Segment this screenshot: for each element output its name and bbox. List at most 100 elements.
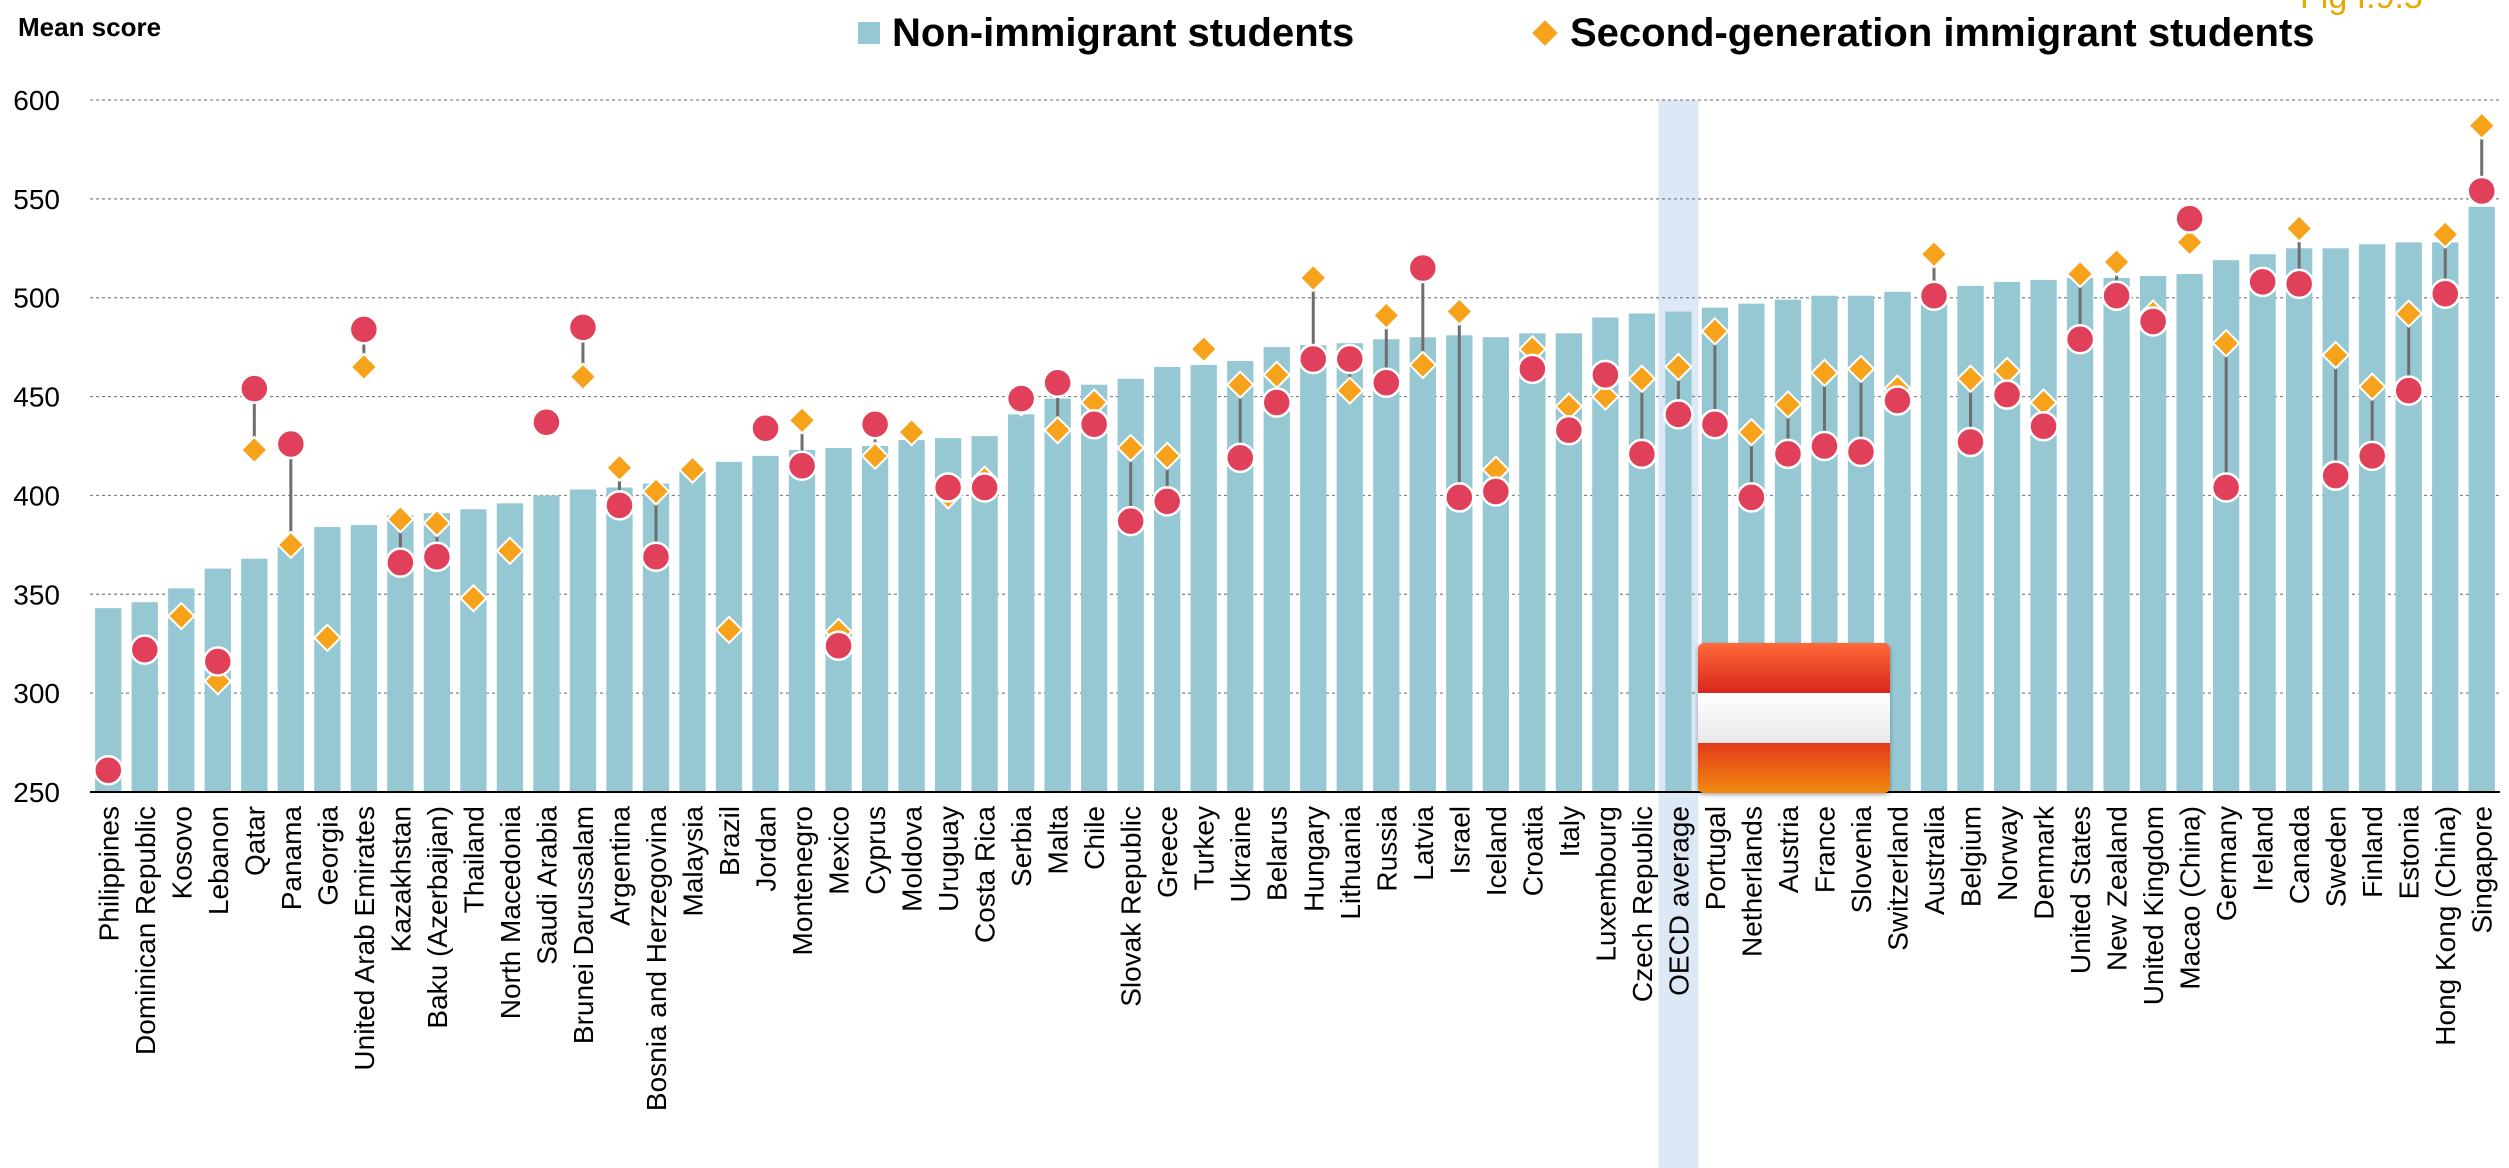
x-tick-label: Cyprus (860, 806, 891, 895)
first-generation-marker (2283, 268, 2315, 300)
first-generation-marker (2028, 410, 2059, 442)
first-generation-marker (1918, 280, 1950, 311)
x-tick-label: Moldova (897, 806, 928, 912)
first-generation-marker (2064, 323, 2096, 355)
second-generation-marker (495, 536, 525, 566)
legend-item-second-generation: Second-generation immigrant students (1532, 6, 2315, 60)
second-generation-marker (2467, 111, 2497, 141)
first-generation-marker (2101, 280, 2132, 311)
second-generation-marker (1700, 316, 1730, 346)
first-generation-marker (2320, 460, 2351, 491)
bar (2176, 273, 2203, 792)
second-generation-marker (1335, 376, 1365, 406)
x-tick-label: Bosnia and Herzegovina (641, 806, 672, 1112)
second-generation-marker (2321, 340, 2351, 370)
second-generation-marker (641, 477, 671, 506)
first-generation-marker (1480, 476, 1512, 507)
second-generation-marker (1189, 334, 1219, 364)
second-generation-marker (166, 601, 196, 631)
bar (2249, 254, 2276, 792)
second-generation-marker (1116, 433, 1146, 463)
bar (861, 446, 889, 792)
bar (1920, 287, 1948, 792)
second-generation-marker (568, 362, 598, 392)
first-generation-marker (1991, 379, 2023, 410)
second-generation-marker (1043, 415, 1073, 445)
first-generation-marker (786, 450, 818, 482)
bar (1482, 337, 1509, 792)
first-generation-marker (1078, 409, 1110, 440)
second-generation-marker (385, 504, 415, 534)
first-generation-marker (1334, 343, 1366, 375)
second-generation-marker (1444, 297, 1474, 326)
bar (277, 542, 304, 792)
first-generation-marker (2247, 266, 2278, 298)
x-tick-label: Czech Republic (1627, 806, 1658, 1002)
x-tick-label: Thailand (458, 806, 489, 913)
first-generation-marker (531, 407, 562, 438)
x-tick-label: Switzerland (1883, 806, 1914, 951)
x-tick-label: France (1809, 806, 1840, 893)
first-generation-marker (2429, 278, 2461, 310)
x-tick-label: Slovak Republic (1116, 806, 1147, 1007)
first-generation-marker (969, 472, 1000, 503)
bar (1044, 398, 1071, 792)
first-generation-marker (1663, 399, 1694, 430)
x-tick-label: Slovenia (1846, 806, 1877, 914)
x-tick-label: Russia (1371, 806, 1402, 892)
first-generation-marker (1371, 367, 1402, 398)
x-tick-label: Israel (1444, 806, 1475, 874)
x-tick-label: New Zealand (2102, 806, 2133, 971)
second-generation-marker (1846, 354, 1876, 384)
x-tick-label: OECD average (1663, 806, 1694, 996)
x-tick-label: Singapore (2467, 806, 2498, 934)
legend-label-second-generation: Second-generation immigrant students (1570, 10, 2315, 55)
second-generation-marker (678, 455, 707, 485)
bar (1263, 347, 1290, 792)
second-generation-marker (1225, 370, 1255, 400)
y-tick-label: 400 (13, 480, 60, 511)
x-tick-label: United Kingdom (2138, 806, 2169, 1005)
x-tick-label: Macao (China) (2175, 806, 2206, 990)
x-tick-label: Netherlands (1736, 806, 1767, 957)
first-generation-marker (385, 547, 416, 578)
bar (2286, 248, 2313, 793)
y-tick-label: 500 (13, 283, 60, 314)
y-tick-label: 450 (13, 382, 60, 413)
second-generation-marker (1773, 390, 1803, 419)
x-tick-label: North Macedonia (495, 806, 526, 1020)
second-generation-marker (2211, 328, 2241, 358)
flag-bottom-band (1698, 742, 1890, 793)
first-generation-marker (823, 630, 854, 661)
bar (788, 449, 816, 792)
second-generation-marker (2284, 214, 2314, 243)
second-generation-marker (1371, 301, 1401, 330)
second-generation-marker (1919, 239, 1949, 269)
first-generation-marker (567, 312, 599, 343)
x-tick-label: Hungary (1298, 806, 1329, 912)
x-tick-label: United Arab Emirates (349, 806, 380, 1071)
x-tick-label: Estonia (2394, 806, 2425, 900)
bar (2066, 277, 2094, 792)
x-tick-label: Belarus (1262, 806, 1293, 901)
x-tick-label: Sweden (2321, 806, 2352, 907)
first-generation-marker (1444, 482, 1475, 513)
first-generation-marker (129, 634, 161, 665)
first-generation-marker (1882, 385, 1913, 416)
x-tick-label: United States (2065, 806, 2096, 974)
x-tick-label: Argentina (604, 806, 635, 926)
flag-middle-band (1698, 692, 1890, 743)
bar (2322, 248, 2349, 793)
first-generation-marker (348, 314, 380, 345)
bar (1154, 366, 1181, 792)
first-generation-marker (1407, 252, 1439, 284)
bar (314, 527, 341, 792)
x-tick-label: Canada (2284, 806, 2315, 905)
y-tick-label: 350 (13, 579, 60, 610)
second-generation-marker (897, 417, 927, 447)
y-tick-label: 600 (13, 85, 60, 116)
x-tick-label: Belgium (1956, 806, 1987, 907)
bar (898, 440, 925, 792)
first-generation-marker (2174, 203, 2205, 234)
